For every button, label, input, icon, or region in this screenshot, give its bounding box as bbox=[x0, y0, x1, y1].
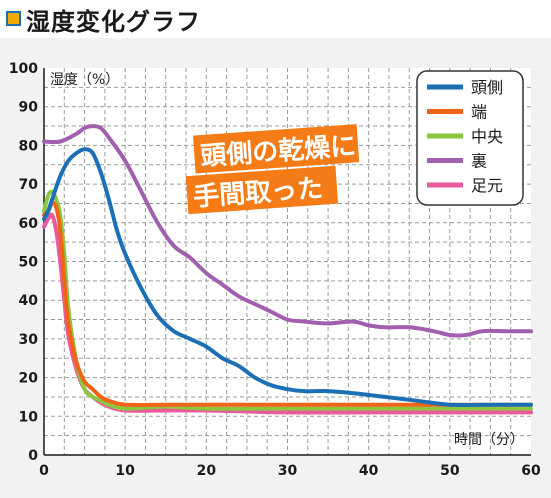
y-tick-label: 80 bbox=[19, 138, 39, 154]
x-axis-label: 時間（分） bbox=[454, 432, 524, 448]
x-tick-label: 40 bbox=[359, 463, 379, 479]
legend-label-4: 裏 bbox=[471, 152, 487, 171]
y-tick-label: 90 bbox=[19, 100, 39, 116]
y-tick-label: 50 bbox=[19, 255, 39, 271]
tick-labels: 0 10 20 30 40 50 60 70 80 90 100 0 10 20 30 40 50 60 bbox=[9, 61, 541, 479]
y-tick-label: 20 bbox=[19, 371, 39, 387]
legend-label-1: 頭側 bbox=[471, 78, 503, 97]
x-tick-label: 0 bbox=[39, 463, 49, 479]
title-square-icon bbox=[6, 11, 21, 26]
x-tick-label: 10 bbox=[115, 463, 135, 479]
y-tick-label: 70 bbox=[19, 177, 39, 193]
y-tick-label: 10 bbox=[19, 409, 39, 425]
series-line-2 bbox=[42, 201, 533, 407]
legend-box bbox=[416, 70, 524, 206]
x-tick-label: 50 bbox=[440, 463, 460, 479]
series-lines bbox=[42, 124, 533, 415]
humidity-chart: 0 10 20 30 40 50 60 70 80 90 100 0 10 20 30 40 50 60 湿度（%… bbox=[0, 38, 551, 498]
x-tick-label: 30 bbox=[278, 463, 298, 479]
legend-label-5: 足元 bbox=[471, 176, 503, 195]
legend-label-3: 中央 bbox=[471, 127, 503, 146]
series-line-3 bbox=[42, 189, 533, 411]
axes bbox=[43, 68, 531, 456]
y-tick-label: 0 bbox=[28, 448, 38, 464]
legend-label-2: 端 bbox=[471, 103, 487, 122]
page-title: 湿度変化グラフ bbox=[26, 8, 201, 36]
x-tick-label: 60 bbox=[521, 463, 541, 479]
annotation-box-1 bbox=[192, 124, 360, 174]
x-tick-label: 20 bbox=[197, 463, 217, 479]
series-line-1 bbox=[42, 147, 533, 407]
header: 湿度変化グラフ bbox=[0, 0, 551, 40]
y-tick-label: 40 bbox=[19, 293, 39, 309]
y-tick-label: 100 bbox=[9, 61, 38, 77]
y-tick-label: 60 bbox=[19, 216, 39, 232]
annotation-box-2 bbox=[185, 165, 339, 215]
y-axis-label: 湿度（%） bbox=[50, 72, 119, 88]
series-line-4 bbox=[42, 124, 533, 338]
y-tick-label: 30 bbox=[19, 332, 39, 348]
